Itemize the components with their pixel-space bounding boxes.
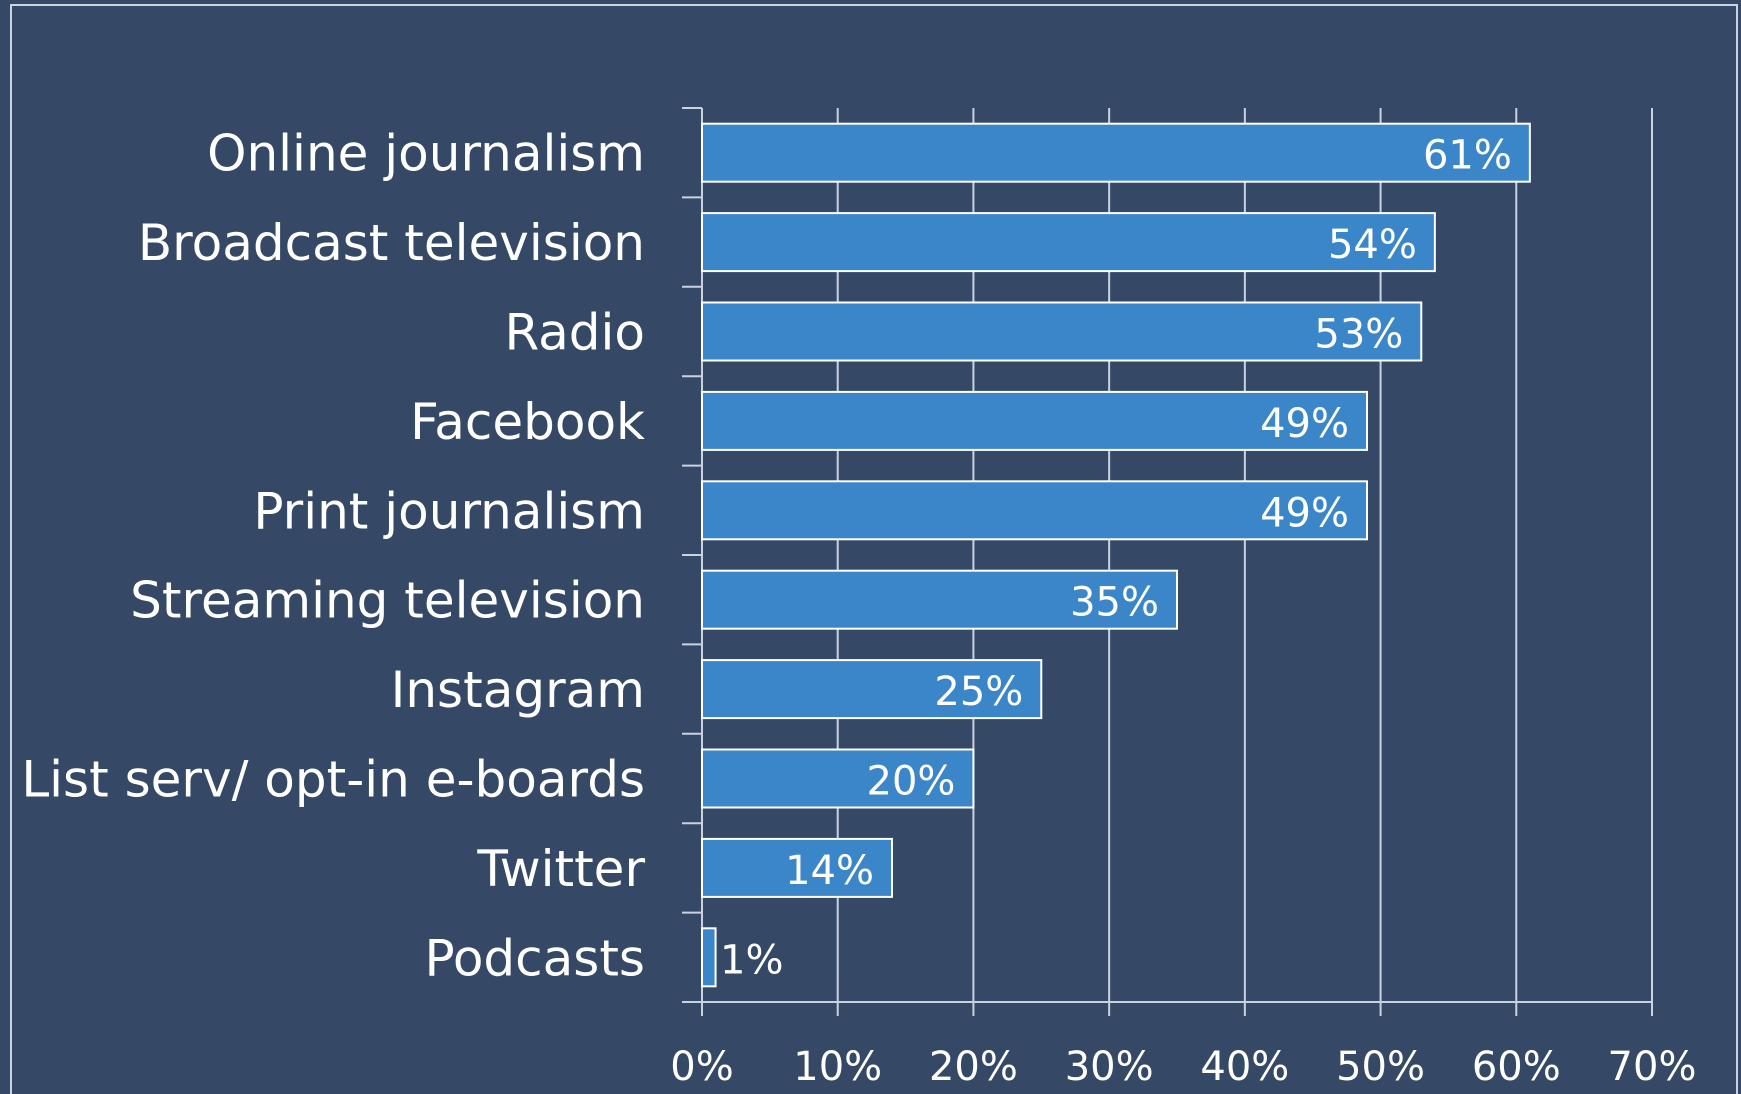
bar xyxy=(701,927,717,988)
bars: 61%54% 53% 49% 49% 35% 25% 20% 14%1% xyxy=(701,122,1531,988)
data-label: 49% xyxy=(1260,401,1349,447)
category-label: Broadcast television xyxy=(138,214,645,272)
bar xyxy=(701,390,1368,451)
data-label: 61% xyxy=(1423,133,1512,179)
bar xyxy=(701,212,1436,273)
category-label: Instagram xyxy=(391,661,645,719)
bar xyxy=(701,122,1531,183)
data-label: 14% xyxy=(785,848,874,894)
data-label: 1% xyxy=(720,937,783,983)
x-tick-label: 60% xyxy=(1472,1044,1561,1090)
category-label: Streaming television xyxy=(130,572,645,630)
x-tick-label: 70% xyxy=(1608,1044,1697,1090)
category-label: Radio xyxy=(504,304,645,362)
x-tick-label: 0% xyxy=(670,1044,733,1090)
data-label: 53% xyxy=(1314,312,1403,358)
x-tick-label: 30% xyxy=(1065,1044,1154,1090)
category-label: List serv/ opt-in e-boards xyxy=(21,751,645,809)
x-tick-label: 20% xyxy=(929,1044,1018,1090)
data-label: 49% xyxy=(1260,490,1349,536)
bar xyxy=(701,569,1178,630)
category-label: Facebook xyxy=(410,393,645,451)
category-label: Print journalism xyxy=(253,482,645,540)
data-label: 20% xyxy=(867,759,956,805)
data-label: 25% xyxy=(934,669,1023,715)
category-labels: Online journalism Broadcast television Rad… xyxy=(21,125,645,988)
category-label: Twitter xyxy=(476,840,645,898)
bar xyxy=(701,480,1368,541)
x-tick-labels: 0% 10% 20% 30% 40% 50% 60% 70% xyxy=(670,1044,1696,1090)
x-tick-label: 40% xyxy=(1200,1044,1289,1090)
bar xyxy=(701,301,1423,362)
category-label: Online journalism xyxy=(207,125,645,183)
data-label: 54% xyxy=(1328,222,1417,268)
bar xyxy=(701,837,893,898)
category-label: Podcasts xyxy=(424,929,645,987)
chart-frame xyxy=(10,4,1738,1094)
x-tick-label: 50% xyxy=(1336,1044,1425,1090)
data-label: 35% xyxy=(1070,580,1159,626)
bar xyxy=(701,748,975,809)
x-tick-label: 10% xyxy=(793,1044,882,1090)
bar xyxy=(701,659,1043,720)
